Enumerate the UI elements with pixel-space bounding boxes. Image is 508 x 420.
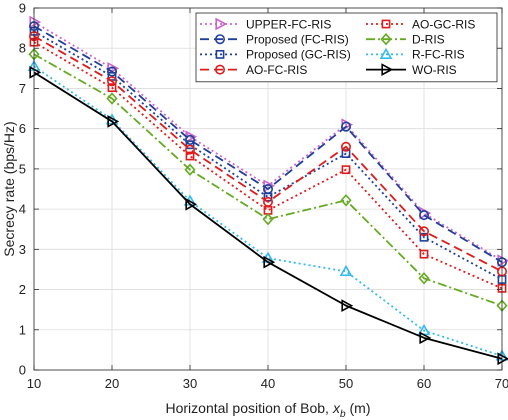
data-point	[185, 134, 196, 145]
data-point	[340, 121, 351, 132]
data-point	[419, 249, 429, 259]
series-line	[33, 65, 503, 357]
data-point	[339, 264, 353, 277]
x-tick-label: 60	[417, 376, 431, 391]
legend-marker	[381, 63, 394, 76]
x-axis-title-subscript: b	[340, 409, 346, 420]
data-point	[107, 71, 117, 81]
data-point	[29, 66, 42, 79]
legend-marker	[215, 34, 226, 45]
series-line	[33, 41, 503, 290]
x-tick-label: 20	[105, 376, 119, 391]
x-tick-label: 10	[27, 376, 41, 391]
data-point	[341, 165, 351, 175]
series-line	[33, 71, 503, 360]
legend-entry: AO-GC-RIS	[366, 17, 475, 31]
legend-label: Proposed (FC-RIS)	[246, 33, 349, 47]
legend-entry: D-RIS	[366, 33, 445, 47]
x-tick-label: 50	[339, 376, 353, 391]
data-point	[185, 140, 195, 150]
series-line	[33, 21, 503, 262]
legend: UPPER-FC-RIS Proposed (FC-RIS)Proposed (G…	[195, 12, 498, 83]
legend-entry: R-FC-RIS	[366, 48, 465, 62]
y-tick-label: 3	[19, 242, 26, 257]
data-point	[106, 92, 118, 105]
data-point	[262, 212, 274, 226]
data-point	[185, 151, 195, 161]
data-point	[107, 76, 118, 87]
data-point	[263, 255, 276, 269]
legend-label: AO-FC-RIS	[246, 63, 307, 77]
data-point	[418, 210, 429, 221]
data-point	[29, 15, 42, 29]
legend-label: D-RIS	[412, 33, 445, 47]
y-tick-label: 5	[19, 161, 26, 176]
legend-marker	[215, 64, 226, 75]
data-point	[418, 226, 429, 237]
series-8	[29, 66, 508, 366]
legend-marker	[381, 19, 391, 29]
y-tick-label: 9	[19, 1, 26, 16]
data-point	[107, 115, 120, 128]
legend-label: UPPER-FC-RIS	[246, 17, 331, 31]
data-point	[341, 149, 351, 159]
data-point	[341, 299, 354, 312]
data-point	[418, 272, 430, 285]
legend-marker	[379, 47, 393, 60]
x-tick-label: 30	[183, 376, 197, 391]
y-tick-label: 8	[19, 41, 26, 56]
legend-entry: Proposed (FC-RIS)	[200, 33, 349, 47]
legend-label: R-FC-RIS	[412, 48, 465, 62]
series-layer	[27, 15, 508, 366]
x-axis-title-text: Horizontal position of Bob,	[166, 400, 329, 416]
data-point	[419, 232, 429, 242]
legend-box	[195, 12, 498, 83]
legend-entry: WO-RIS	[366, 63, 457, 77]
x-tick-label: 40	[261, 376, 275, 391]
series-line	[33, 53, 503, 307]
series-line	[33, 25, 503, 263]
y-tick-label: 6	[19, 121, 26, 136]
data-point	[419, 331, 432, 345]
legend-marker	[215, 17, 228, 31]
x-axis-title: Horizontal position of Bob, xb (m)	[166, 400, 371, 420]
data-point	[107, 66, 118, 77]
x-axis-title-symbol: x	[332, 400, 341, 416]
data-point	[263, 192, 273, 202]
legend-entry: Proposed (GC-RIS)	[200, 48, 351, 62]
x-axis-title-unit: (m)	[350, 400, 371, 416]
legend-entry: UPPER-FC-RIS	[200, 17, 331, 31]
series-6	[28, 48, 508, 312]
data-point	[340, 141, 351, 152]
data-point	[497, 352, 508, 366]
legend-entry: AO-FC-RIS	[200, 63, 307, 77]
legend-marker	[380, 33, 392, 46]
legend-label: Proposed (GC-RIS)	[246, 48, 351, 62]
y-tick-label: 4	[19, 202, 26, 217]
x-tick-label: 70	[495, 376, 508, 391]
y-tick-label: 0	[19, 363, 26, 378]
legend-marker	[215, 49, 225, 59]
data-point	[184, 163, 196, 176]
legend-label: AO-GC-RIS	[412, 17, 475, 31]
y-tick-label: 1	[19, 322, 26, 337]
data-point	[340, 194, 352, 207]
y-axis-title: Secrecy rate (bps/Hz)	[1, 121, 17, 256]
data-point	[107, 83, 117, 93]
y-tick-label: 7	[19, 81, 26, 96]
legend-label: WO-RIS	[412, 63, 457, 77]
series-line	[33, 35, 503, 273]
data-point	[185, 197, 198, 211]
y-tick-label: 2	[19, 282, 26, 297]
tick-layer: 10 20 30 40 50 60 70 0 1 2 3 4 5 6 7 8 9	[19, 1, 508, 392]
data-point	[185, 144, 196, 155]
